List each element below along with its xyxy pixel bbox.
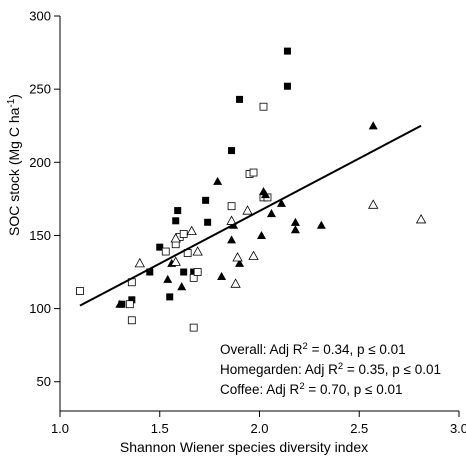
annotation-text: Coffee: Adj R2 = 0.70, p ≤ 0.01 [220,381,402,397]
filled-square-point [228,147,236,155]
filled-triangle-point [368,121,378,130]
filled-triangle-point [115,299,125,308]
open-square-point [193,268,202,276]
filled-triangle-point [213,176,223,185]
open-triangle-point [232,252,243,262]
y-axis-label-close: ) [6,94,22,99]
annotation-superscript: 2 [338,361,343,372]
x-axis-label: Shannon Wiener species diversity index [120,439,368,455]
filled-triangle-point [266,209,276,218]
filled-triangle-point [276,198,286,207]
filled-square-point [283,82,291,90]
regression-line [79,124,422,307]
x-tick-label: 1.0 [51,421,69,436]
filled-square-point [283,47,291,55]
y-tick-label: 50 [37,374,51,389]
y-tick-label: 150 [29,228,51,243]
open-square-point [125,300,134,309]
filled-triangle-point [217,271,227,281]
y-tick-label: 300 [29,9,51,24]
open-triangle-point [170,256,181,266]
filled-triangle-point [235,258,245,267]
open-triangle-point [134,257,145,268]
filled-square-point [236,95,244,103]
filled-square-point [202,196,210,204]
annotation-superscript: 2 [299,381,304,392]
y-tick-label: 100 [29,301,51,316]
x-tick-label: 2.5 [350,421,368,436]
annotation-text: Overall: Adj R2 = 0.34, p ≤ 0.01 [220,341,406,357]
open-square-point [76,287,84,295]
annotation-text-tail: = 0.70, p ≤ 0.01 [305,382,403,397]
filled-square-point [156,243,164,251]
filled-triangle-point [227,235,237,244]
annotation-text: Homegarden: Adj R2 = 0.35, p ≤ 0.01 [220,361,441,377]
y-tick-label: 200 [29,155,51,170]
filled-square-point [128,296,136,304]
annotation-text-main: Overall: Adj R [220,342,303,357]
filled-square-point [190,268,198,276]
axis-ticks: 1.0 1.5 2.0 2.5 3.0 50 100 150 200 250 300 [29,9,466,437]
filled-triangle-point [256,230,266,240]
filled-triangle-point [290,217,300,226]
annotation-text-tail: = 0.35, p ≤ 0.01 [343,362,441,377]
open-square-point [259,102,268,111]
open-square-point [227,202,236,211]
annotation-text-main: Coffee: Adj R [220,382,300,397]
open-triangle-point [415,214,427,224]
annotation-superscript: 2 [303,341,308,352]
open-square-point [189,273,198,282]
data-points [76,47,427,332]
annotation-text-main: Homegarden: Adj R [220,362,338,377]
filled-triangle-point [290,225,300,234]
filled-triangle-point [316,220,326,229]
open-triangle-point [368,199,379,209]
open-triangle-point [170,233,181,243]
filled-triangle-point [163,274,173,283]
open-square-point [127,316,136,325]
filled-triangle-point [177,282,187,291]
annotation-text-tail: = 0.34, p ≤ 0.01 [308,342,406,357]
open-square-point [249,168,258,177]
filled-square-point [174,207,182,215]
open-triangle-point [242,205,253,215]
open-triangle-point [192,246,203,256]
x-tick-label: 3.0 [450,421,466,436]
y-tick-label: 250 [29,82,51,97]
y-axis-label: SOC stock (Mg C ha-1) [6,94,22,236]
open-square-point [179,230,188,238]
open-triangle-point [248,250,259,260]
y-axis-label-superscript: -1 [6,98,17,107]
filled-square-point [180,268,188,276]
annotations: Overall: Adj R2 = 0.34, p ≤ 0.01Homegard… [220,341,441,397]
filled-square-point [146,268,154,276]
filled-square-point [172,217,180,225]
open-square-point [189,323,198,332]
open-square-point [161,247,170,256]
x-tick-label: 2.0 [250,421,268,436]
x-tick-label: 1.5 [151,421,169,436]
filled-square-point [204,218,212,226]
y-axis-label-main: SOC stock (Mg C ha [6,107,22,236]
open-triangle-point [226,215,237,225]
open-triangle-point [186,225,197,236]
filled-triangle-point [260,189,270,199]
filled-square-point [166,293,174,301]
open-triangle-point [230,278,241,288]
